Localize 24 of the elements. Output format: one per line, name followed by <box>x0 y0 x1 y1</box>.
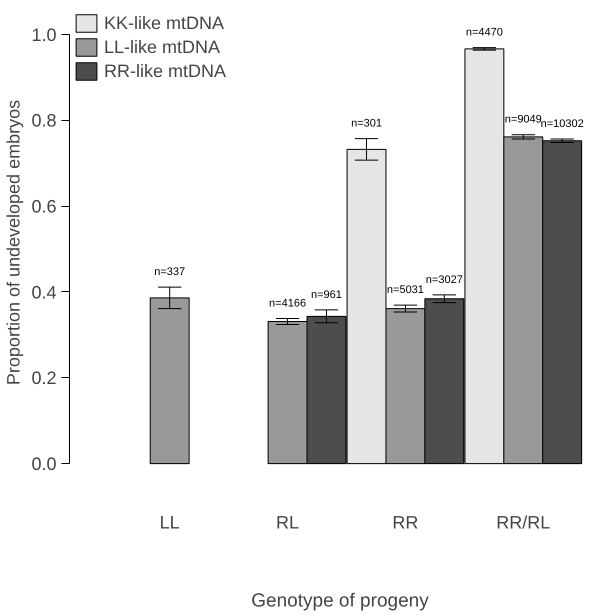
x-axis-title: Genotype of progeny <box>251 590 430 612</box>
annotation: n=961 <box>311 288 342 301</box>
legend-label: KK-like mtDNA <box>104 12 224 34</box>
y-axis-title: Proportion of undeveloped embryos <box>3 100 24 386</box>
annotation: n=4166 <box>269 297 306 310</box>
annotation: n=3027 <box>426 274 463 286</box>
annotation: n=10302 <box>540 118 584 130</box>
y-tick-label: 0.8 <box>31 110 57 131</box>
legend-label: RR-like mtDNA <box>104 60 226 82</box>
legend-label: LL-like mtDNA <box>104 36 220 58</box>
y-tick-label: 1.0 <box>31 24 57 45</box>
x-tick-label: LL <box>160 512 180 532</box>
x-tick-label: RL <box>276 512 300 532</box>
annotation: n=301 <box>351 118 382 130</box>
y-tick-label: 0.6 <box>31 196 57 217</box>
annotation: n=4470 <box>466 26 503 39</box>
annotation: n=5031 <box>386 284 424 296</box>
x-tick-label: RR <box>392 512 418 532</box>
y-tick-label: 0.4 <box>31 282 57 302</box>
y-tick-label: 0.0 <box>31 454 57 474</box>
y-tick-label: 0.2 <box>31 368 57 388</box>
annotation: n=337 <box>154 266 186 278</box>
annotation: n=9049 <box>504 114 542 126</box>
x-tick-label: RR/RL <box>496 512 550 532</box>
